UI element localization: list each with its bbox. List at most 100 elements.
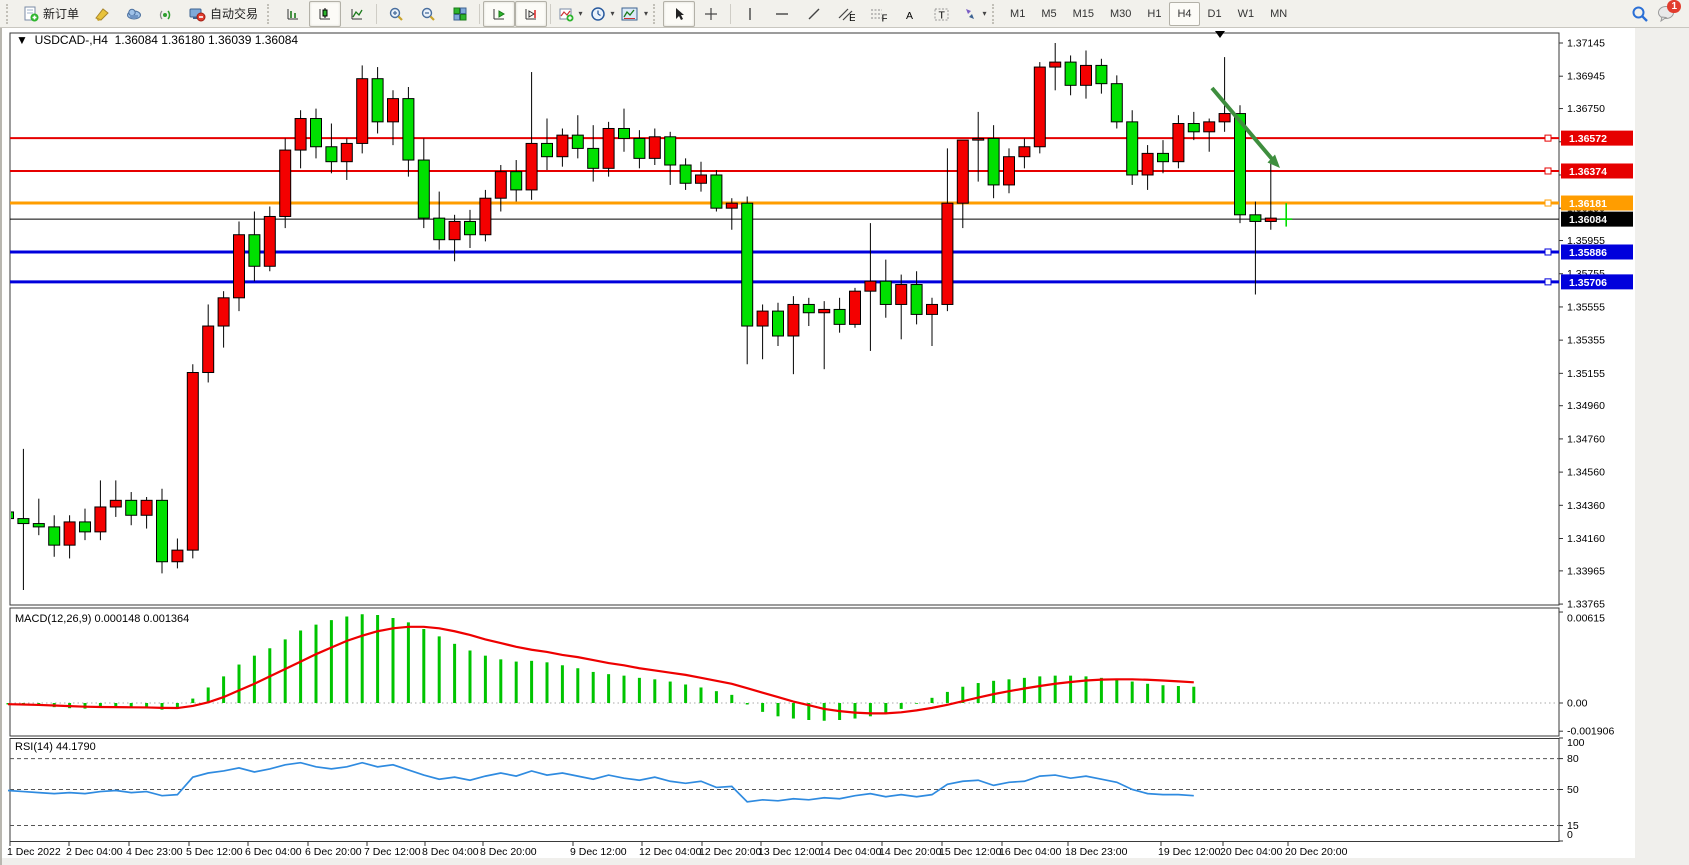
trend-arrow-head [1267,154,1280,168]
svg-text:1.37145: 1.37145 [1567,38,1605,50]
line-chart-button[interactable] [341,1,373,27]
tile-windows-button[interactable] [444,1,476,27]
trend-arrow[interactable] [1210,86,1274,161]
chart-menu-marker[interactable]: ▼ [16,33,28,47]
line-handle[interactable] [1544,167,1552,175]
timeframe-button-H1[interactable]: H1 [1147,7,1162,20]
candle-up [1033,66,1046,148]
timeframe-button-M5[interactable]: M5 [1041,7,1057,20]
candle-up [479,197,492,236]
svg-text:E: E [849,12,855,22]
text-button[interactable]: A [894,1,926,27]
candle-down [664,136,677,166]
candle-up [171,549,184,563]
fibonacci-button[interactable]: F [862,1,894,27]
chart-symbol-period: USDCAD-,H4 [34,33,108,47]
candle-up [294,118,307,151]
notifications-button[interactable]: 1 [1657,0,1681,24]
timeframe-button-M30[interactable]: M30 [1110,7,1132,20]
candle-up [1018,146,1031,158]
candle-up [849,290,861,325]
timeframe-button-M15[interactable]: M15 [1072,7,1095,20]
line-handle[interactable] [1544,278,1552,286]
new-order-button[interactable]: 新订单 [16,1,86,27]
timeframe-button-MN[interactable]: MN [1270,7,1288,20]
candlestick-button[interactable] [309,0,342,27]
rsi-indicator-label: RSI(14) 44.1790 [15,741,96,753]
chart-canvas[interactable]: 1.371451.369451.367501.365501.363501.361… [2,28,1689,865]
svg-text:1.34560: 1.34560 [1567,467,1605,479]
svg-text:20 Dec 04:00: 20 Dec 04:00 [1220,846,1283,858]
candle-up [864,280,877,292]
line-price-tag [1561,274,1633,290]
svg-text:F: F [882,12,888,22]
cursor-button[interactable] [663,0,696,27]
zoom-in-button[interactable] [380,1,412,27]
candle-down [710,174,723,209]
group-handle [267,3,274,24]
timeframe-button-H4[interactable]: H4 [1169,1,1200,26]
templates-button[interactable]: ▾ [618,1,651,27]
zoom-out-button[interactable] [412,1,444,27]
line-handle[interactable] [1544,199,1552,207]
svg-text:0.00615: 0.00615 [1567,613,1605,625]
chart-ohlc-values: 1.36084 1.36180 1.36039 1.36084 [114,33,299,47]
candle-up [818,308,831,314]
dropdown-caret: ▾ [578,9,583,18]
group-handle [992,3,999,24]
crosshair-button[interactable] [695,1,727,27]
svg-text:1.34160: 1.34160 [1567,533,1605,545]
periods-button[interactable]: ▾ [586,1,618,27]
text-label-button[interactable]: T [926,1,958,27]
bar-chart-icon [287,8,299,19]
svg-text:1.35555: 1.35555 [1567,301,1605,313]
line-handle[interactable] [1544,248,1552,256]
candle-down [571,134,584,149]
candle-up [217,297,230,327]
auto-scroll-icon [493,8,506,19]
search-icon[interactable] [1631,5,1649,23]
auto-scroll-button[interactable] [483,0,516,27]
new-order-icon [24,6,39,21]
chart-window: 1.371451.369451.367501.365501.363501.361… [0,28,1689,865]
indicators-button[interactable]: ▾ [554,1,586,27]
macd-panel [9,607,1560,737]
candle-down [833,308,846,325]
candle-down [1187,123,1200,133]
timeframe-button-M1[interactable]: M1 [1010,7,1026,20]
candle-up [1049,61,1062,68]
svg-text:1.34960: 1.34960 [1567,400,1605,412]
indicators-icon [559,8,574,21]
line-handle[interactable] [1544,134,1552,142]
signal-button[interactable] [150,1,182,27]
equidistant-channel-button[interactable]: E [830,1,862,27]
svg-text:14 Dec 20:00: 14 Dec 20:00 [879,846,942,858]
vertical-line-button[interactable] [734,1,766,27]
candle-up [233,234,245,299]
horizontal-line-button[interactable] [766,1,798,27]
rsi-line [7,761,1194,803]
svg-text:1.33765: 1.33765 [1567,599,1605,611]
svg-text:12 Dec 04:00: 12 Dec 04:00 [639,846,702,858]
svg-text:1 Dec 2022: 1 Dec 2022 [7,846,61,858]
timeframe-button-W1[interactable]: W1 [1237,7,1255,20]
candle-down [633,137,646,159]
candle-down [679,164,692,184]
timeframe-button-D1[interactable]: D1 [1207,7,1222,20]
candle-down [1249,214,1262,222]
bar-chart-button[interactable] [277,1,309,27]
zoom-in-icon [389,7,403,21]
candle-up [756,310,769,327]
chart-shift-button[interactable] [515,0,548,27]
arrows-button[interactable]: ▾ [958,1,990,27]
candle-up [494,171,507,199]
candle-up [972,137,985,141]
signal-icon [159,10,171,19]
crayon-button[interactable] [86,1,118,27]
trendline-button[interactable] [798,1,830,27]
candle-down [371,78,384,123]
autotrading-button[interactable]: 自动交易 [182,1,265,27]
candle-down [879,280,892,305]
end-marker-icon [1215,31,1225,38]
cloud-button[interactable] [118,1,150,27]
